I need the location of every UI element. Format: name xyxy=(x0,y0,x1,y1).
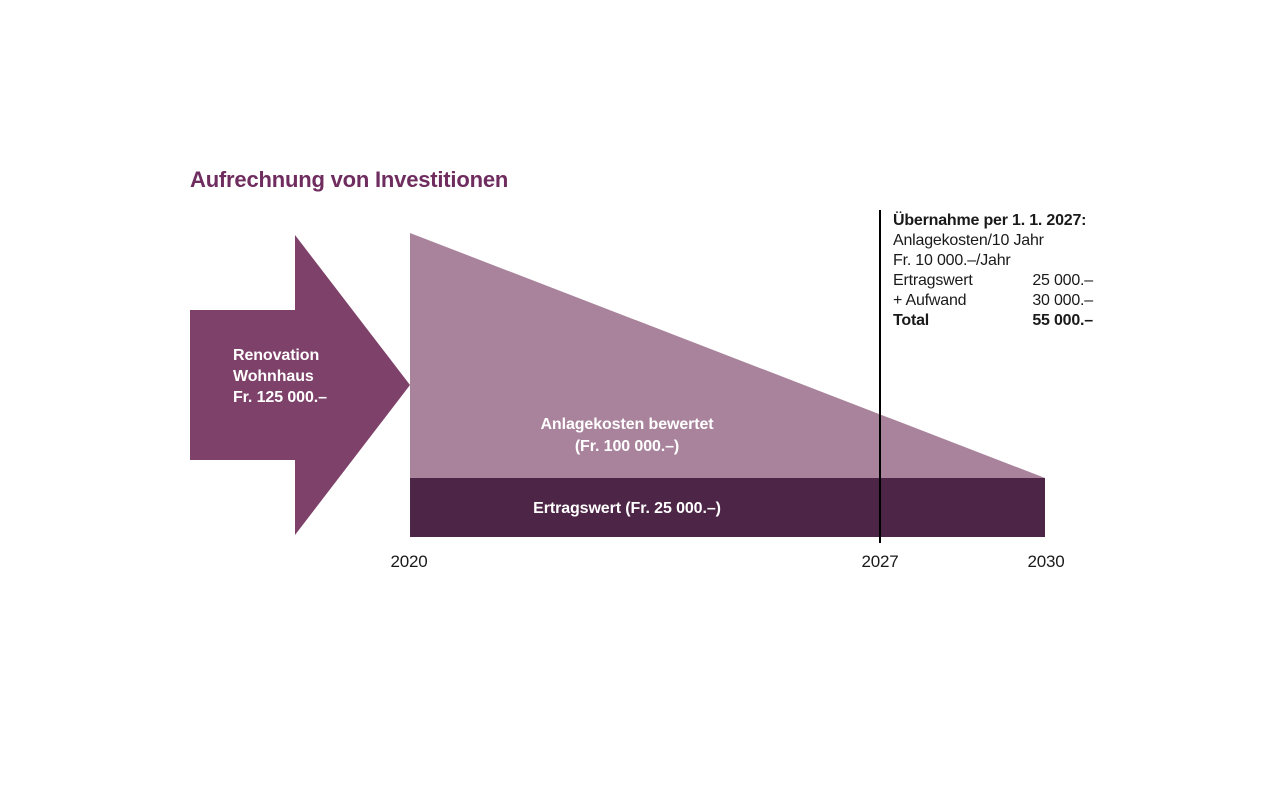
annotation-row-label: + Aufwand xyxy=(893,292,967,309)
annotation-heading: Übernahme per 1. 1. 2027: xyxy=(893,212,1087,229)
x-axis-tick-2027: 2027 xyxy=(861,552,899,571)
arrow-label-line-2: Wohnhaus xyxy=(233,368,314,385)
x-axis-tick-2020: 2020 xyxy=(390,552,428,571)
annotation-row-ertragswert: Ertragswert 25 000.– xyxy=(893,271,1093,291)
arrow-label-line-3: Fr. 125 000.– xyxy=(233,389,327,406)
annotation-row-total: Total 55 000.– xyxy=(893,311,1093,331)
annotation-row-value: 30 000.– xyxy=(1032,292,1093,309)
anlagekosten-triangle-shape xyxy=(410,233,1045,478)
ertragswert-label: Ertragswert (Fr. 25 000.–) xyxy=(533,500,721,517)
uebernahme-annotation: Übernahme per 1. 1. 2027: Anlagekosten/1… xyxy=(893,211,1093,331)
annotation-row-label: Ertragswert xyxy=(893,272,973,289)
annotation-row-aufwand: + Aufwand 30 000.– xyxy=(893,291,1093,311)
annotation-row-value: 25 000.– xyxy=(1032,272,1093,289)
ertragswert-bar-shape xyxy=(410,478,1045,537)
annotation-line-2: Fr. 10 000.–/Jahr xyxy=(893,252,1011,269)
renovation-arrow-shape xyxy=(190,235,410,535)
annotation-row-label: Total xyxy=(893,312,930,329)
anlagekosten-label-line-2: (Fr. 100 000.–) xyxy=(574,438,680,455)
anlagekosten-label: Anlagekosten bewertet (Fr. 100 000.–) xyxy=(410,414,844,458)
arrow-label-line-1: Renovation xyxy=(233,347,320,364)
renovation-arrow-label: Renovation Wohnhaus Fr. 125 000.– xyxy=(233,345,327,408)
annotation-row-value: 55 000.– xyxy=(1032,312,1093,329)
x-axis-tick-2030: 2030 xyxy=(1027,552,1065,571)
annotation-line-1: Anlagekosten/10 Jahr xyxy=(893,232,1044,249)
chart-title: Aufrechnung von Investitionen xyxy=(190,167,509,192)
anlagekosten-label-line-1: Anlagekosten bewertet xyxy=(540,416,714,433)
